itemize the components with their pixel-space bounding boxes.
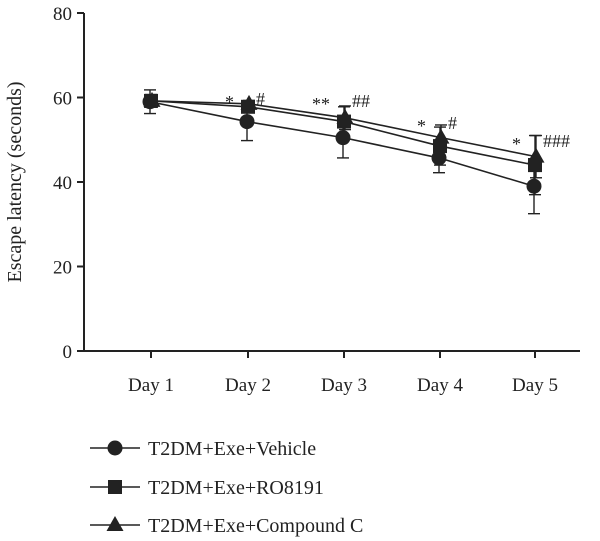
y-tick-label: 40: [53, 173, 72, 194]
significance-annotations: * # ** ## * # * ###: [225, 89, 570, 154]
data-point-circle: [239, 114, 255, 130]
significance-mark: *: [417, 116, 426, 136]
series-markers: [142, 91, 545, 194]
legend-marker-triangle: [106, 516, 124, 531]
significance-mark: ##: [352, 91, 370, 111]
significance-mark: #: [448, 113, 457, 133]
data-point-circle: [335, 130, 351, 146]
data-point-triangle: [336, 108, 354, 124]
error-bars: [144, 89, 542, 215]
x-tick-label: Day 3: [321, 375, 367, 396]
data-point-circle: [431, 150, 447, 166]
data-point-triangle: [527, 147, 545, 163]
significance-mark: **: [312, 94, 330, 114]
x-tick-label: Day 1: [128, 375, 174, 396]
legend-marker-circle: [107, 440, 123, 456]
y-ticks: 0 20 40 60 80: [53, 4, 84, 363]
legend-marker-square: [108, 480, 122, 494]
significance-mark: #: [256, 89, 265, 109]
y-tick-label: 0: [63, 342, 73, 363]
significance-mark: ###: [543, 131, 570, 151]
y-tick-label: 20: [53, 258, 72, 279]
legend-label: T2DM+Exe+Compound C: [148, 515, 363, 537]
legend-label: T2DM+Exe+Vehicle: [148, 438, 316, 460]
x-ticks: Day 1 Day 2 Day 3 Day 4 Day 5: [128, 351, 558, 396]
y-tick-label: 60: [53, 89, 72, 110]
x-tick-label: Day 5: [512, 375, 558, 396]
legend: T2DM+Exe+Vehicle T2DM+Exe+RO8191 T2DM+Exe+…: [90, 438, 363, 537]
legend-label: T2DM+Exe+RO8191: [148, 477, 324, 499]
data-point-triangle: [240, 94, 258, 110]
x-tick-label: Day 2: [225, 375, 271, 396]
significance-mark: *: [512, 134, 521, 154]
significance-mark: *: [225, 92, 234, 112]
x-tick-label: Day 4: [417, 375, 463, 396]
axes: [83, 13, 580, 352]
y-axis-label: Escape latency (seconds): [4, 81, 26, 282]
data-point-circle: [526, 178, 542, 194]
data-point-triangle: [432, 128, 450, 144]
y-tick-label: 80: [53, 4, 72, 25]
data-point-triangle: [143, 91, 161, 107]
